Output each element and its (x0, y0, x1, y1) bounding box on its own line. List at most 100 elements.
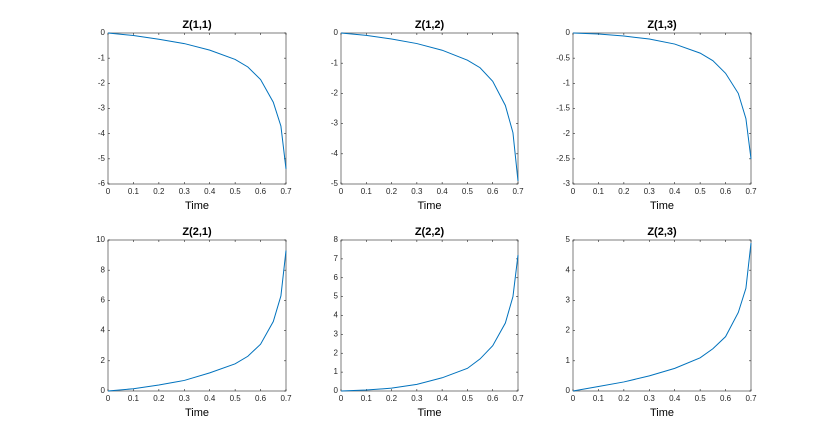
x-tick-label: 0.5 (230, 394, 242, 403)
chart-title: Z(1,3) (647, 19, 677, 31)
x-tick-label: 0.3 (644, 394, 656, 403)
data-line (107, 32, 287, 169)
y-tick-label: -2 (563, 129, 571, 138)
y-tick-label: -0.5 (556, 53, 570, 62)
x-tick-label: 0.2 (386, 187, 398, 196)
x-tick-label: 0 (339, 187, 344, 196)
y-tick-label: 1 (334, 367, 339, 376)
axes-box (340, 239, 519, 392)
x-tick-label: 0.3 (411, 187, 423, 196)
y-tick-label: 3 (334, 329, 339, 338)
y-tick-label: -2 (331, 89, 339, 98)
x-tick-label: 0.3 (411, 394, 423, 403)
x-tick-label: 0.7 (745, 187, 757, 196)
x-tick-label: 0.5 (462, 394, 474, 403)
x-tick-label: 0 (339, 394, 344, 403)
y-tick-label: 4 (566, 265, 571, 274)
x-tick-label: 0 (106, 187, 111, 196)
x-tick-label: 0.6 (720, 187, 732, 196)
x-tick-label: 0.1 (593, 187, 605, 196)
x-tick-label: 0.4 (669, 394, 681, 403)
x-tick-label: 0.2 (618, 394, 630, 403)
x-tick-label: 0.1 (128, 187, 140, 196)
axes-box (340, 32, 519, 185)
y-tick-label: 3 (566, 296, 571, 305)
y-tick-label: -1 (331, 58, 339, 67)
axes-box (107, 32, 287, 185)
y-tick-label: 2 (101, 356, 106, 365)
y-tick-label: 1 (566, 356, 571, 365)
x-tick-label: 0.2 (153, 187, 165, 196)
x-tick-label: 0.3 (644, 187, 656, 196)
x-tick-label: 0.4 (437, 187, 449, 196)
x-tick-label: 0.5 (695, 394, 707, 403)
x-tick-label: 0.2 (618, 187, 630, 196)
y-tick-label: 8 (334, 235, 339, 244)
x-tick-label: 0.7 (745, 394, 757, 403)
y-tick-label: -3 (563, 179, 571, 188)
x-tick-label: 0.6 (487, 187, 499, 196)
x-axis-label: Time (650, 200, 674, 212)
y-tick-label: 0 (566, 386, 571, 395)
x-tick-label: 0.4 (437, 394, 449, 403)
y-tick-label: 0 (101, 386, 106, 395)
x-axis-label: Time (417, 200, 441, 212)
data-line (572, 32, 752, 159)
y-tick-label: 0 (334, 386, 339, 395)
chart-title: Z(2,1) (182, 226, 212, 238)
y-tick-label: 7 (334, 254, 339, 263)
x-tick-label: 0.7 (512, 394, 524, 403)
y-tick-label: 8 (101, 265, 106, 274)
x-tick-label: 0 (571, 187, 576, 196)
y-tick-label: 0 (566, 28, 571, 37)
y-tick-label: -1 (563, 78, 571, 87)
y-tick-label: -1 (98, 53, 106, 62)
x-tick-label: 0.7 (280, 394, 292, 403)
y-tick-label: 2 (334, 348, 339, 357)
x-tick-label: 0.1 (361, 394, 373, 403)
y-tick-label: 4 (101, 326, 106, 335)
x-tick-label: 0.1 (361, 187, 373, 196)
y-tick-label: 6 (334, 273, 339, 282)
y-tick-label: -3 (98, 104, 106, 113)
x-tick-label: 0.7 (512, 187, 524, 196)
axes-box (572, 239, 752, 392)
x-axis-label: Time (650, 407, 674, 419)
y-tick-label: 4 (334, 311, 339, 320)
x-tick-label: 0.2 (386, 394, 398, 403)
y-tick-label: 0 (334, 28, 339, 37)
chart-title: Z(1,1) (182, 19, 212, 31)
y-tick-label: -1.5 (556, 104, 570, 113)
x-tick-label: 0.2 (153, 394, 165, 403)
x-tick-label: 0.4 (669, 187, 681, 196)
y-tick-label: 10 (96, 235, 105, 244)
x-tick-label: 0.7 (280, 187, 292, 196)
axes-box (107, 239, 287, 392)
data-line (572, 242, 752, 392)
x-tick-label: 0.1 (128, 394, 140, 403)
x-axis-label: Time (185, 407, 209, 419)
x-tick-label: 0.6 (487, 394, 499, 403)
chart-title: Z(2,3) (647, 226, 677, 238)
y-tick-label: 6 (101, 296, 106, 305)
y-tick-label: -4 (331, 149, 339, 158)
data-line (340, 32, 519, 182)
y-tick-label: 5 (334, 292, 339, 301)
x-tick-label: 0.5 (230, 187, 242, 196)
y-tick-label: -2.5 (556, 154, 570, 163)
y-tick-label: -3 (331, 119, 339, 128)
x-tick-label: 0 (571, 394, 576, 403)
x-tick-label: 0.3 (179, 394, 191, 403)
axes-box (572, 32, 752, 185)
y-tick-label: 2 (566, 326, 571, 335)
y-tick-label: 0 (101, 28, 106, 37)
y-tick-label: -4 (98, 129, 106, 138)
x-tick-label: 0.1 (593, 394, 605, 403)
y-tick-label: -5 (331, 179, 339, 188)
x-tick-label: 0.5 (695, 187, 707, 196)
x-tick-label: 0 (106, 394, 111, 403)
chart-title: Z(2,2) (415, 226, 445, 238)
x-tick-label: 0.6 (255, 187, 267, 196)
y-tick-label: 5 (566, 235, 571, 244)
